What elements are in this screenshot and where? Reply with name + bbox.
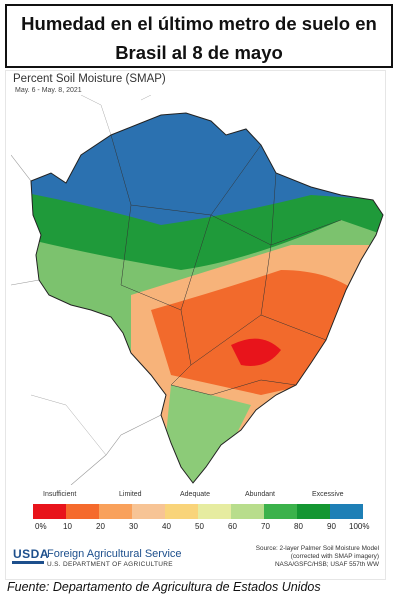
legend-tick: 30: [129, 522, 138, 531]
department-name: U.S. DEPARTMENT OF AGRICULTURE: [47, 561, 173, 568]
title-line-2: Brasil al 8 de mayo: [115, 42, 283, 63]
legend-tick: 80: [294, 522, 303, 531]
soil-moisture-map: [10, 94, 384, 486]
source-line-2: (corrected with SMAP imagery): [290, 553, 379, 560]
legend-category-abundant: Abundant: [245, 491, 275, 498]
source-note: Source: 2-layer Palmer Soil Moisture Mod…: [219, 545, 379, 569]
legend-swatch-3: [132, 504, 165, 519]
legend-color-bar: [33, 504, 363, 519]
footer-caption: Fuente: Departamento de Agricultura de E…: [7, 580, 321, 594]
agency-name: Foreign Agricultural Service: [47, 548, 182, 560]
insufficient-zone: [151, 270, 361, 395]
legend-tick: 70: [261, 522, 270, 531]
legend-category-limited: Limited: [119, 491, 142, 498]
map-figure: Percent Soil Moisture (SMAP) May. 6 - Ma…: [5, 70, 386, 580]
map-title: Percent Soil Moisture (SMAP): [13, 73, 166, 85]
legend-tick: 100%: [349, 522, 370, 531]
neighbor-border-bolivia: [30, 394, 107, 456]
legend-tick: 10: [63, 522, 72, 531]
legend-tick: 50: [195, 522, 204, 531]
usda-logo: USDA: [13, 547, 50, 561]
source-line-1: Source: 2-layer Palmer Soil Moisture Mod…: [255, 545, 379, 552]
legend-swatch-9: [330, 504, 363, 519]
state-borders: [110, 134, 342, 396]
legend-tick: 40: [162, 522, 171, 531]
legend-swatch-8: [297, 504, 330, 519]
legend-swatch-0: [33, 504, 66, 519]
legend-swatch-4: [165, 504, 198, 519]
south-zone: [161, 385, 251, 483]
driest-zone: [231, 338, 281, 366]
brazil-outline: [30, 112, 384, 484]
legend-tick: 20: [96, 522, 105, 531]
legend: Insufficient Limited Adequate Abundant E…: [33, 491, 369, 533]
neighbor-border-north: [80, 94, 152, 136]
legend-tick: 0%: [35, 522, 47, 531]
legend-category-insufficient: Insufficient: [43, 491, 77, 498]
title-box: Humedad en el último metro de suelo en B…: [5, 4, 393, 68]
title-line-1: Humedad en el último metro de suelo en: [21, 13, 377, 34]
legend-category-excessive: Excessive: [312, 491, 344, 498]
legend-swatch-7: [264, 504, 297, 519]
legend-tick: 60: [228, 522, 237, 531]
legend-swatch-5: [198, 504, 231, 519]
legend-swatch-1: [66, 504, 99, 519]
usda-logo-underline: [12, 561, 44, 564]
legend-category-adequate: Adequate: [180, 491, 210, 498]
map-svg: [10, 94, 384, 486]
source-line-3: NASA/GSFC/HSB; USAF 557th WW: [274, 561, 379, 568]
map-date-range: May. 6 - May. 8, 2021: [15, 87, 82, 94]
legend-tick: 90: [327, 522, 336, 531]
legend-swatch-6: [231, 504, 264, 519]
legend-swatch-2: [99, 504, 132, 519]
